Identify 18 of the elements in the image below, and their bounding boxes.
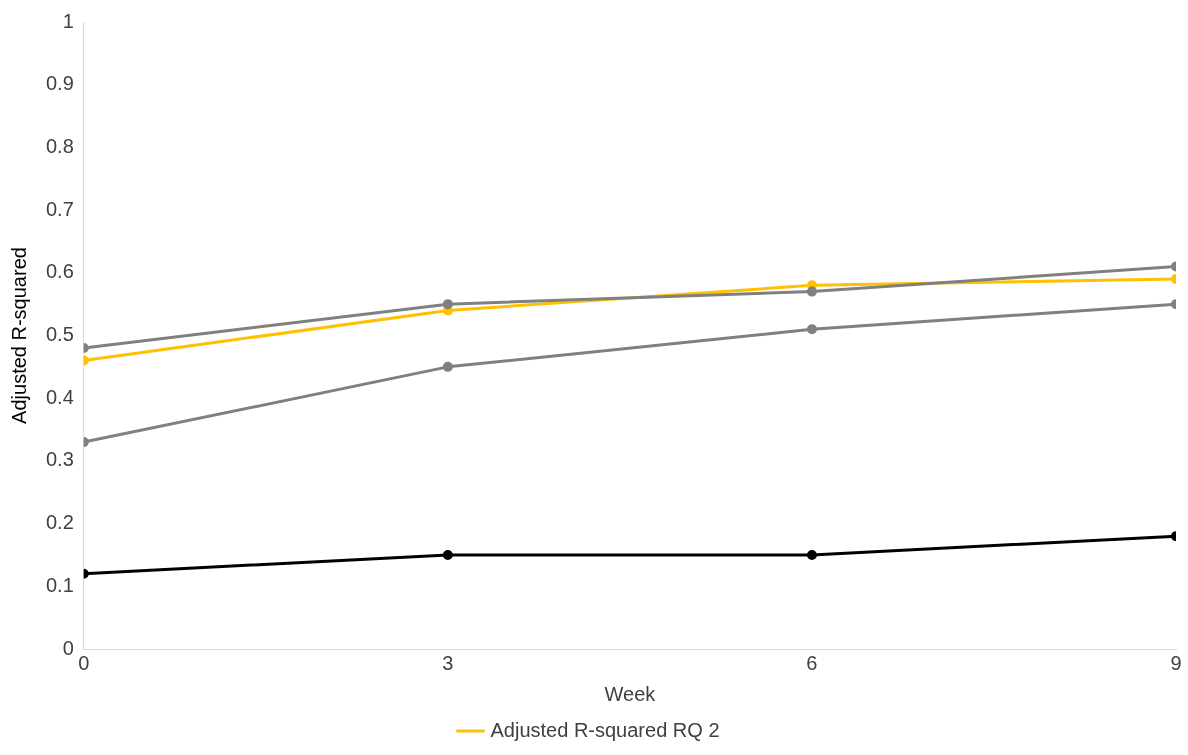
- legend-label: Adjusted R-squared RQ 2: [490, 718, 720, 741]
- y-tick-label: 0.7: [45, 197, 74, 220]
- y-tick-label: 0: [62, 636, 74, 659]
- x-tick-label: 9: [1170, 651, 1182, 674]
- y-tick-label: 1: [62, 9, 74, 32]
- y-axis-title: Adjusted R-squared: [7, 247, 30, 424]
- x-axis-title: Week: [604, 682, 657, 705]
- y-tick-label: 0.6: [45, 260, 74, 283]
- y-tick-label: 0.2: [45, 511, 74, 534]
- y-tick-label: 0.4: [45, 385, 74, 408]
- y-tick-label: 0.8: [45, 134, 74, 157]
- x-tick-label: 0: [78, 651, 90, 674]
- x-tick-label: 6: [806, 651, 818, 674]
- y-tick-label: 0.3: [45, 448, 74, 471]
- y-tick-label: 0.9: [45, 72, 74, 95]
- y-tick-label: 0.1: [45, 573, 74, 596]
- y-tick-label: 0.5: [45, 323, 74, 346]
- x-tick-label: 3: [442, 651, 454, 674]
